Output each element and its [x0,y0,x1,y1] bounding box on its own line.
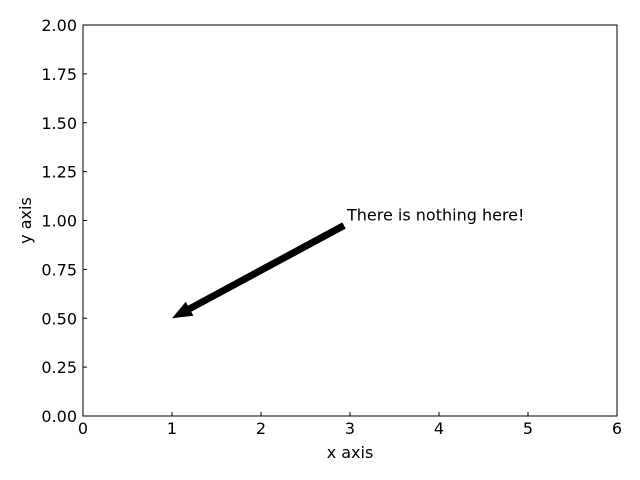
y-tick-label: 0.75 [41,260,77,279]
annotation-arrow [172,222,346,319]
x-tick-label: 1 [167,419,177,438]
y-tick-label: 1.75 [41,65,77,84]
x-tick-label: 0 [78,419,88,438]
x-tick-label: 2 [256,419,266,438]
y-tick-label: 1.50 [41,114,77,133]
x-tick-label: 3 [345,419,355,438]
y-tick-label: 0.00 [41,407,77,426]
y-axis: 0.00 0.25 0.50 0.75 1.00 1.25 1.50 1.75 2.00 [41,16,87,426]
y-tick-label: 2.00 [41,16,77,35]
annotation-layer: There is nothing here! [172,206,524,319]
y-tick-label: 0.25 [41,358,77,377]
x-tick-label: 4 [434,419,444,438]
annotation-text: There is nothing here! [346,206,524,225]
y-axis-label: y axis [16,197,35,244]
y-tick-label: 0.50 [41,309,77,328]
x-axis-label: x axis [327,443,374,462]
x-tick-label: 6 [612,419,622,438]
x-tick-label: 5 [523,419,533,438]
plot-area [82,24,618,417]
y-tick-label: 1.25 [41,163,77,182]
x-axis: 0 1 2 3 4 5 6 [78,412,622,438]
y-tick-label: 1.00 [41,212,77,231]
